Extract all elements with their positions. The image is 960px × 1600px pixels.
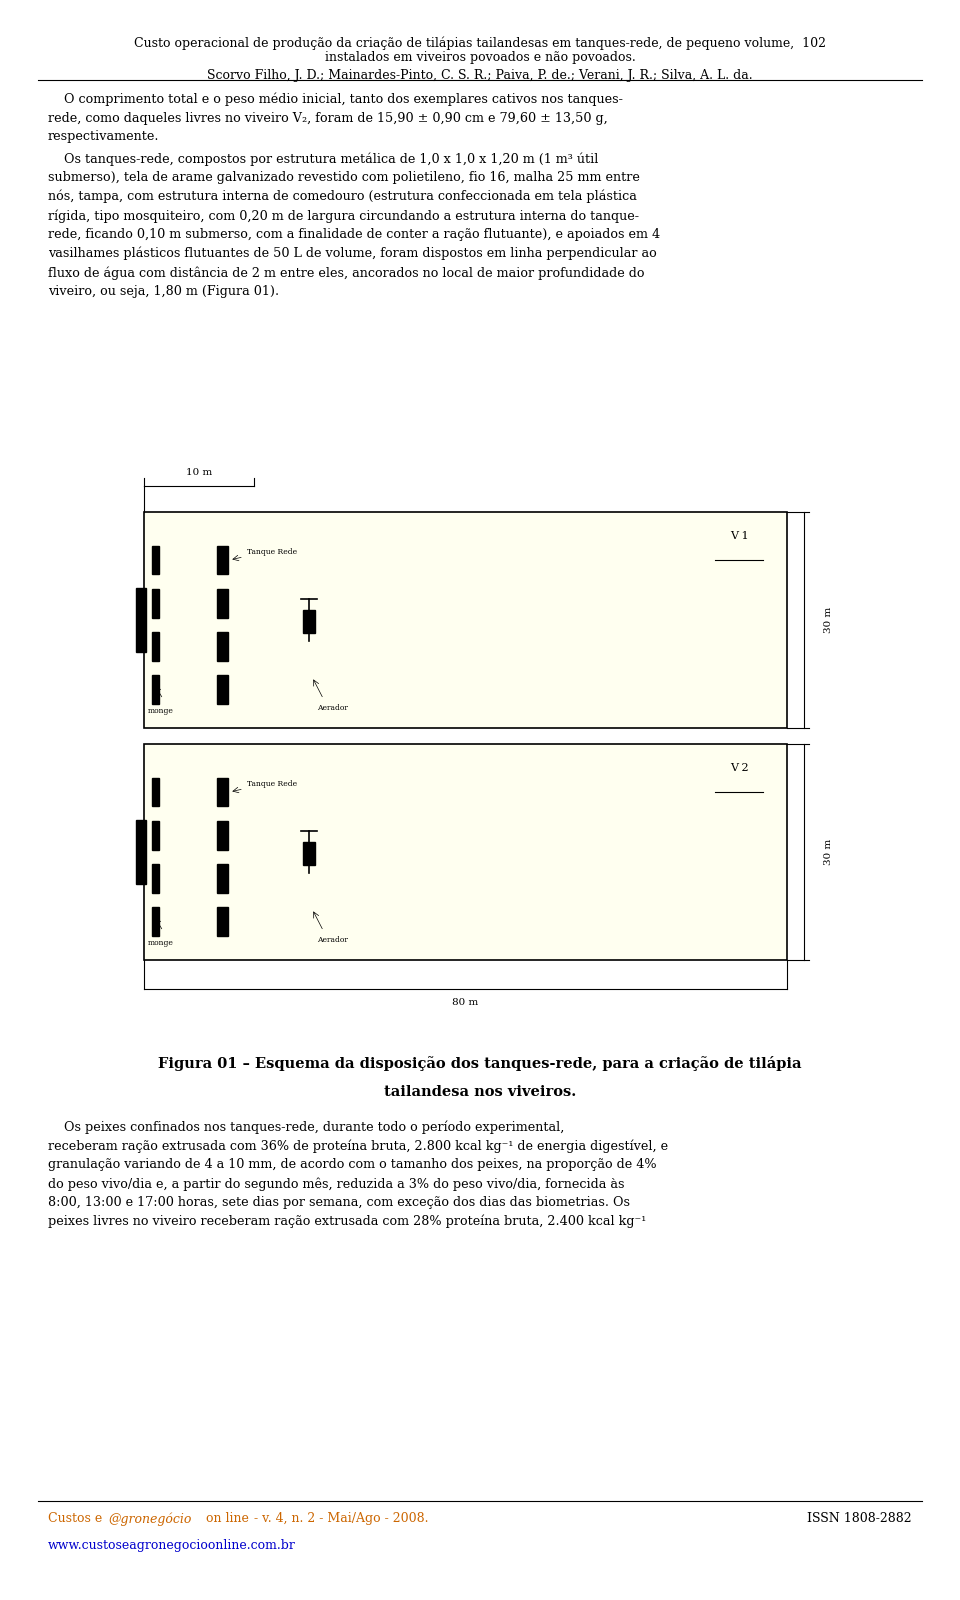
Text: Tanque Rede: Tanque Rede bbox=[247, 781, 297, 787]
Text: Aerador: Aerador bbox=[317, 936, 348, 944]
Bar bbox=[217, 632, 228, 661]
Bar bbox=[217, 864, 228, 893]
Bar bbox=[217, 589, 228, 618]
Text: Os peixes confinados nos tanques-rede, durante todo o período experimental,
rece: Os peixes confinados nos tanques-rede, d… bbox=[48, 1120, 668, 1229]
Bar bbox=[152, 546, 159, 574]
Bar bbox=[136, 587, 146, 653]
Text: @gronegócio: @gronegócio bbox=[108, 1512, 192, 1525]
Text: www.custoseagronegocioonline.com.br: www.custoseagronegocioonline.com.br bbox=[48, 1539, 296, 1552]
Text: V 2: V 2 bbox=[730, 763, 749, 773]
Bar bbox=[152, 589, 159, 618]
Text: - v. 4, n. 2 - Mai/Ago - 2008.: - v. 4, n. 2 - Mai/Ago - 2008. bbox=[250, 1512, 428, 1525]
Text: Aerador: Aerador bbox=[317, 704, 348, 712]
Text: instalados em viveiros povoados e não povoados.: instalados em viveiros povoados e não po… bbox=[324, 51, 636, 64]
Text: Custo operacional de produção da criação de tilápias tailandesas em tanques-rede: Custo operacional de produção da criação… bbox=[134, 37, 826, 50]
Bar bbox=[303, 610, 315, 632]
Text: monge: monge bbox=[148, 707, 174, 715]
Bar bbox=[144, 744, 787, 960]
Text: 30 m: 30 m bbox=[824, 838, 833, 866]
Bar bbox=[217, 675, 228, 704]
Text: O comprimento total e o peso médio inicial, tanto dos exemplares cativos nos tan: O comprimento total e o peso médio inici… bbox=[48, 93, 623, 144]
Bar bbox=[136, 819, 146, 885]
Bar bbox=[152, 907, 159, 936]
Bar bbox=[152, 864, 159, 893]
Bar bbox=[217, 778, 228, 806]
Text: Tanque Rede: Tanque Rede bbox=[247, 547, 297, 557]
Text: 30 m: 30 m bbox=[824, 606, 833, 634]
Text: on line: on line bbox=[202, 1512, 249, 1525]
Bar bbox=[217, 546, 228, 574]
Text: ISSN 1808-2882: ISSN 1808-2882 bbox=[807, 1512, 912, 1525]
Text: 10 m: 10 m bbox=[186, 467, 212, 477]
Text: 80 m: 80 m bbox=[452, 998, 479, 1008]
Bar bbox=[152, 821, 159, 850]
Text: V 1: V 1 bbox=[730, 531, 749, 541]
Text: Custos e: Custos e bbox=[48, 1512, 107, 1525]
Text: Scorvo Filho, J. D.; Mainardes-Pinto, C. S. R.; Paiva, P. de.; Verani, J. R.; Si: Scorvo Filho, J. D.; Mainardes-Pinto, C.… bbox=[207, 69, 753, 82]
Bar bbox=[217, 821, 228, 850]
Bar bbox=[152, 778, 159, 806]
Bar bbox=[152, 675, 159, 704]
Text: monge: monge bbox=[148, 939, 174, 947]
Bar bbox=[152, 632, 159, 661]
Bar bbox=[217, 907, 228, 936]
Text: Figura 01 – Esquema da disposição dos tanques-rede, para a criação de tilápia: Figura 01 – Esquema da disposição dos ta… bbox=[158, 1056, 802, 1070]
Text: tailandesa nos viveiros.: tailandesa nos viveiros. bbox=[384, 1085, 576, 1099]
Bar bbox=[144, 512, 787, 728]
Text: Os tanques-rede, compostos por estrutura metálica de 1,0 x 1,0 x 1,20 m (1 m³ út: Os tanques-rede, compostos por estrutura… bbox=[48, 152, 660, 298]
Bar bbox=[303, 842, 315, 864]
